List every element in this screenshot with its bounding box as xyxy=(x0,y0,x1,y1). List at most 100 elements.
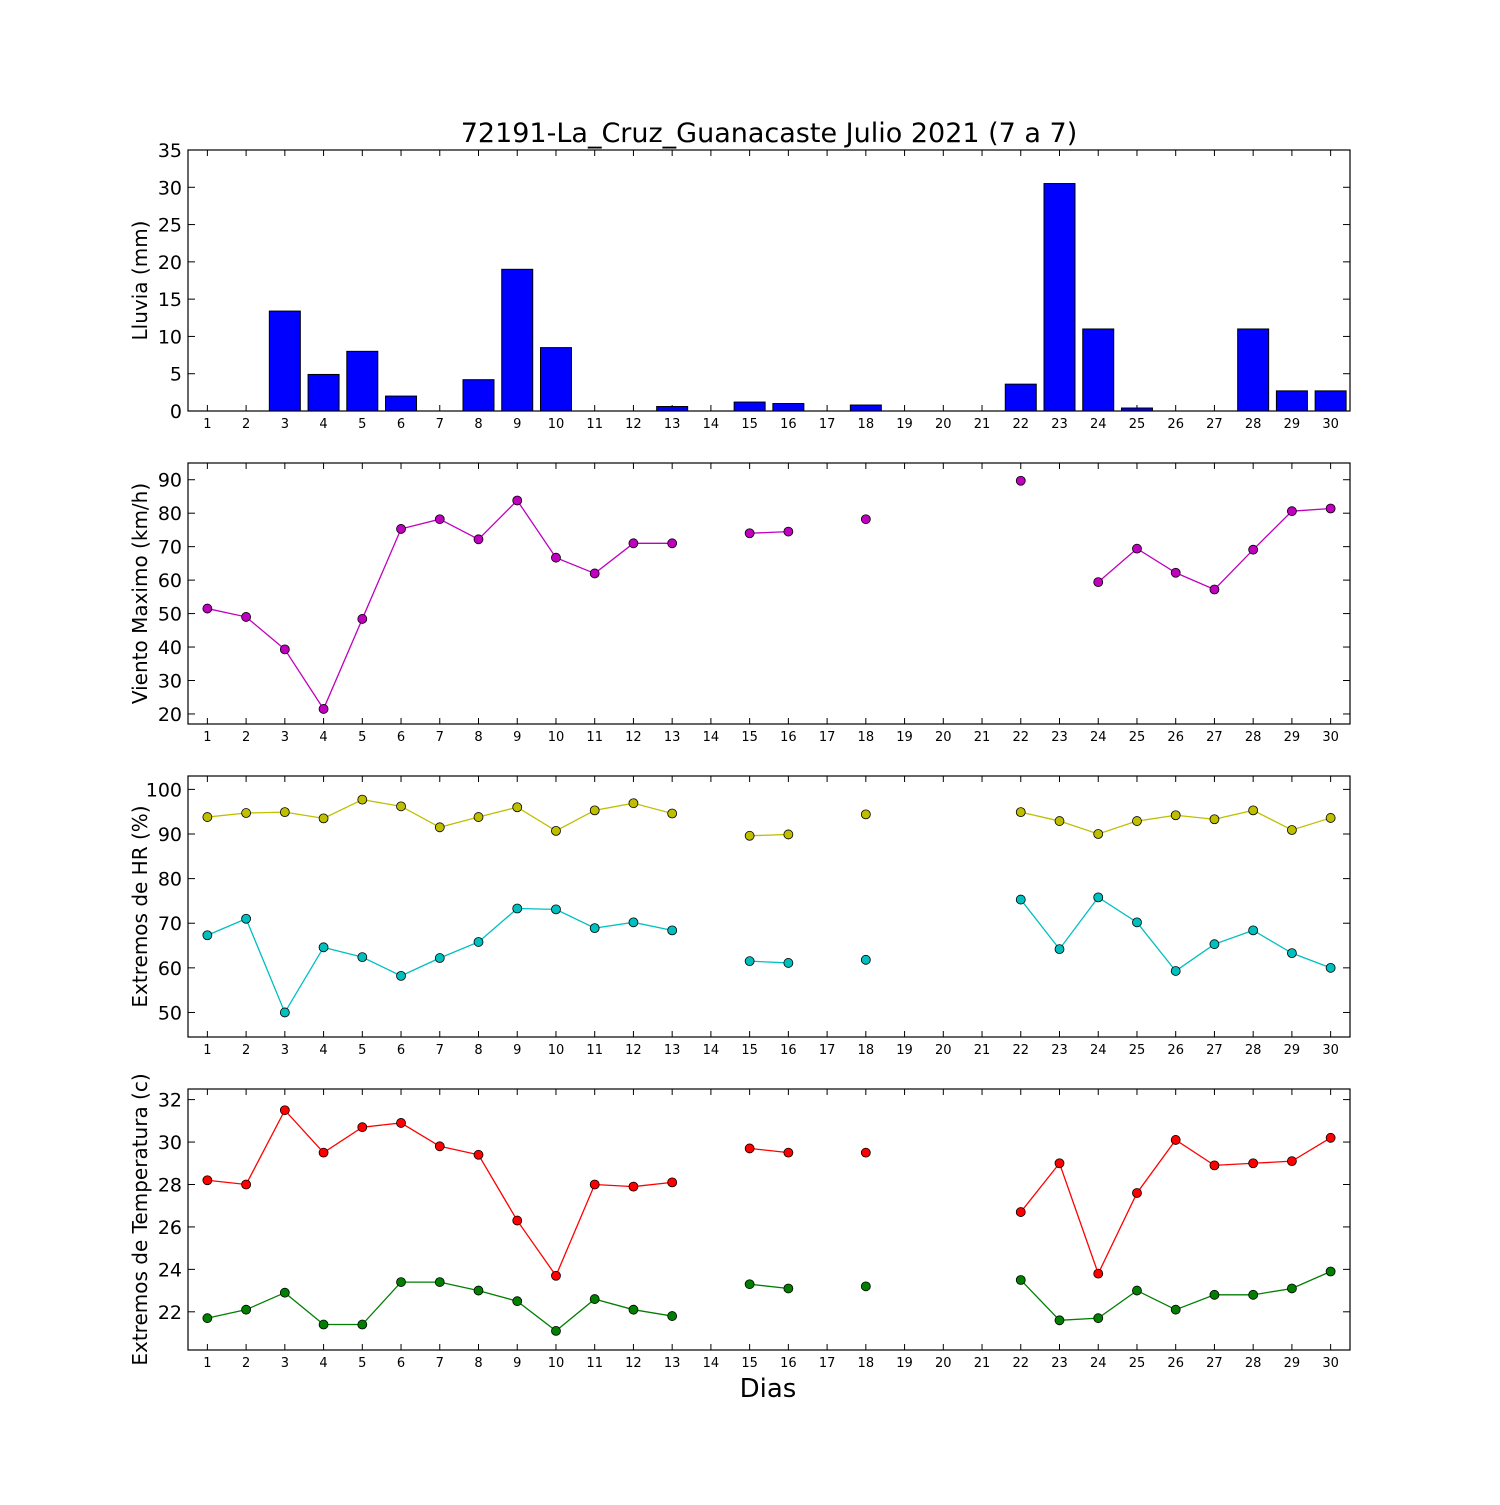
panel-4-x-tick-label: 30 xyxy=(1322,1356,1339,1371)
panel-3-plot-frame xyxy=(187,775,1351,1038)
panel-2-x-tick-label: 19 xyxy=(896,730,913,745)
panel-3-series-2-point xyxy=(473,937,484,947)
panel-3-series-1-point xyxy=(1054,816,1065,826)
panel-3-series-2-point xyxy=(1132,917,1142,928)
panel-1-x-tick-label: 2 xyxy=(242,417,250,432)
panel-3-x-tick-label: 19 xyxy=(896,1043,913,1058)
panel-3-x-tick-label: 27 xyxy=(1206,1043,1223,1058)
panel-2-series-1-point xyxy=(744,528,755,539)
panel-4-x-tick-label: 1 xyxy=(203,1356,211,1371)
panel-4-series-1-point xyxy=(473,1149,484,1160)
panel-4-y-tick-label: 22 xyxy=(158,1302,182,1324)
panel-4-series-2-point xyxy=(396,1277,406,1287)
panel-3-series-2-point xyxy=(279,1007,290,1018)
panel-1-x-tick-label: 18 xyxy=(858,417,875,432)
x-axis-label: Dias xyxy=(740,1374,797,1404)
panel-3-series-1-point xyxy=(434,822,445,833)
panel-4-y-tick-label: 32 xyxy=(158,1090,182,1112)
panel-2-series-1-line xyxy=(749,530,789,534)
panel-2-series-1-point xyxy=(202,603,213,614)
panel-4-x-tick-label: 12 xyxy=(625,1356,642,1371)
panel-4-x-tick-label: 11 xyxy=(586,1356,603,1371)
panel-2-x-tick-label: 6 xyxy=(397,730,405,745)
panel-3-x-tick-label: 1 xyxy=(203,1043,211,1058)
panel-2-series-1-point xyxy=(1325,503,1336,514)
panel-2-series-1-point xyxy=(1209,584,1220,595)
panel-4-series-2-point xyxy=(1325,1266,1336,1277)
panel-2-x-tick-label: 1 xyxy=(203,730,211,745)
panel-2-x-tick-label: 9 xyxy=(513,730,521,745)
panel-1-y-tick-label: 30 xyxy=(158,177,182,199)
panel-3-y-tick-label: 90 xyxy=(158,824,182,846)
panel-1-bar xyxy=(733,401,766,412)
panel-2-y-tick-label: 80 xyxy=(158,503,182,525)
panel-3-series-2-point xyxy=(357,952,368,963)
panel-4-series-1-point xyxy=(1287,1156,1297,1167)
panel-3-x-tick-label: 26 xyxy=(1167,1043,1184,1058)
panel-4-series-2-point xyxy=(434,1277,445,1287)
panel-2-series-1-point xyxy=(1170,567,1181,578)
panel-4-series-1-point xyxy=(1325,1132,1336,1143)
panel-1-bar xyxy=(1082,328,1115,412)
panel-1-x-tick-label: 8 xyxy=(474,417,482,432)
panel-2-x-tick-label: 24 xyxy=(1090,730,1107,745)
panel-4-x-tick-label: 15 xyxy=(741,1356,758,1371)
panel-3-x-tick-label: 16 xyxy=(780,1043,797,1058)
panel-4-y-tick-label: 24 xyxy=(158,1259,182,1281)
panel-4-series-1-point xyxy=(512,1215,523,1226)
panel-1-x-tick-label: 20 xyxy=(935,417,952,432)
panel-4-series-1-point xyxy=(860,1147,871,1158)
panel-2-series-1-line xyxy=(207,499,673,711)
panel-1-x-tick-label: 30 xyxy=(1322,417,1339,432)
panel-3-series-2-point xyxy=(783,958,794,968)
panel-4-series-1-point xyxy=(783,1147,794,1158)
panel-3-x-tick-label: 25 xyxy=(1129,1043,1146,1058)
panel-1-y-tick-label: 5 xyxy=(170,364,182,386)
panel-1-bar xyxy=(1004,383,1037,412)
panel-2-x-tick-label: 28 xyxy=(1245,730,1262,745)
panel-2-x-tick-label: 11 xyxy=(586,730,603,745)
panel-2-x-tick-label: 29 xyxy=(1284,730,1301,745)
panel-3-series-1-point xyxy=(357,794,368,805)
panel-4-series-1-point xyxy=(1093,1268,1104,1279)
panel-3-x-tick-label: 9 xyxy=(513,1043,521,1058)
panel-1-y-tick-label: 25 xyxy=(158,215,182,237)
panel-4-series-1-line xyxy=(749,1147,789,1154)
panel-3-series-2-line xyxy=(1020,896,1331,972)
panel-1-x-tick-label: 3 xyxy=(281,417,289,432)
panel-2-series-1-point xyxy=(1248,544,1259,555)
panel-2-x-tick-label: 4 xyxy=(319,730,327,745)
panel-1-x-tick-label: 29 xyxy=(1284,417,1301,432)
panel-3-series-1-point xyxy=(1287,825,1297,835)
panel-4-series-2-line xyxy=(749,1283,789,1290)
panel-3-series-1-point xyxy=(241,808,252,818)
panel-4-x-tick-label: 16 xyxy=(780,1356,797,1371)
panel-3-x-tick-label: 13 xyxy=(664,1043,681,1058)
panel-2-series-1-point xyxy=(783,526,794,537)
panel-4-x-tick-label: 19 xyxy=(896,1356,913,1371)
panel-4-x-tick-label: 10 xyxy=(548,1356,565,1371)
panel-1-plot-frame xyxy=(187,149,1351,412)
panel-4-series-2-point xyxy=(318,1319,329,1330)
panel-4-x-tick-label: 27 xyxy=(1206,1356,1223,1371)
panel-3-series-1-point xyxy=(512,802,523,813)
panel-4-x-tick-label: 21 xyxy=(974,1356,991,1371)
panel-1-x-tick-label: 6 xyxy=(397,417,405,432)
panel-3-series-2-point xyxy=(318,942,329,953)
panel-3-x-tick-label: 7 xyxy=(436,1043,444,1058)
panel-4-x-tick-label: 7 xyxy=(436,1356,444,1371)
panel-3-y-tick-label: 70 xyxy=(158,913,182,935)
panel-3-x-tick-label: 24 xyxy=(1090,1043,1107,1058)
panel-4-x-tick-label: 4 xyxy=(319,1356,327,1371)
panel-2-x-tick-label: 25 xyxy=(1129,730,1146,745)
panel-1-bar xyxy=(849,404,882,412)
panel-1-bar xyxy=(268,310,301,412)
panel-3-x-tick-label: 8 xyxy=(474,1043,482,1058)
panel-3-y-axis-label: Extremos de HR (%) xyxy=(128,805,152,1007)
panel-2-x-tick-label: 23 xyxy=(1051,730,1068,745)
panel-4-series-2-point xyxy=(1054,1315,1065,1326)
panel-4-series-2-point xyxy=(279,1287,290,1298)
panel-3-x-tick-label: 4 xyxy=(319,1043,327,1058)
panel-2-series-1-point xyxy=(589,568,600,579)
